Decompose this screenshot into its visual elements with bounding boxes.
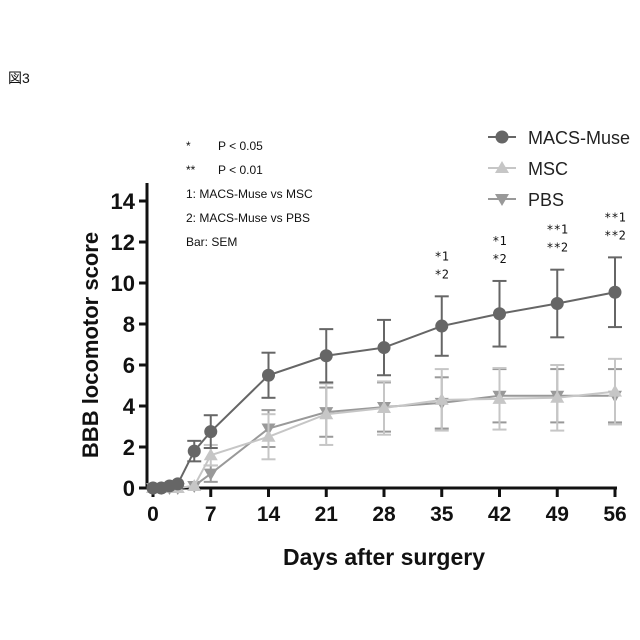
y-tick-label: 2	[123, 435, 135, 460]
note-symbol: **	[186, 163, 196, 177]
legend-marker	[495, 161, 509, 173]
msc-point	[550, 390, 565, 403]
note-text: P < 0.05	[218, 139, 263, 153]
note-text: 1: MACS-Muse vs MSC	[186, 187, 313, 201]
legend-marker	[495, 130, 509, 144]
macs-muse-point	[377, 341, 391, 355]
macs-muse-point	[319, 349, 333, 363]
y-tick-label: 4	[123, 394, 136, 419]
legend-label: PBS	[528, 190, 564, 210]
significance-label: **2	[546, 241, 568, 255]
msc-point	[319, 407, 334, 420]
note-text: Bar: SEM	[186, 235, 237, 249]
y-tick-label: 10	[111, 271, 135, 296]
figure-label: 図3	[8, 70, 30, 86]
significance-label: **1	[546, 223, 568, 237]
x-axis-label: Days after surgery	[283, 544, 485, 570]
msc-point	[492, 391, 507, 404]
macs-muse-point	[204, 425, 218, 439]
y-tick-label: 0	[123, 476, 135, 501]
macs-muse-point	[608, 285, 622, 299]
significance-label: **1	[604, 210, 626, 224]
msc-point	[261, 429, 276, 442]
note-text: 2: MACS-Muse vs PBS	[186, 211, 310, 225]
y-tick-label: 14	[111, 189, 136, 214]
x-tick-label: 14	[257, 503, 281, 526]
macs-muse-point	[171, 477, 185, 491]
msc-point	[203, 448, 218, 461]
x-tick-label: 35	[430, 503, 454, 526]
significance-label: **2	[604, 228, 626, 242]
x-tick-label: 21	[315, 503, 339, 526]
legend-label: MSC	[528, 159, 568, 179]
y-tick-label: 6	[123, 353, 135, 378]
x-tick-label: 7	[205, 503, 217, 526]
macs-muse-point	[550, 297, 564, 310]
msc-point	[187, 478, 202, 491]
x-tick-label: 28	[372, 503, 396, 526]
macs-muse-point	[493, 307, 506, 321]
legend-marker	[495, 194, 509, 206]
msc-point	[608, 384, 622, 397]
x-tick-label: 56	[603, 503, 626, 526]
note-text: P < 0.01	[218, 163, 263, 177]
legend-label: MACS-Muse	[528, 128, 630, 148]
msc-point	[377, 401, 391, 414]
msc-point	[434, 392, 449, 405]
note-symbol: *	[186, 139, 191, 153]
pbs-point	[203, 468, 218, 481]
x-tick-label: 0	[147, 503, 159, 526]
x-tick-label: 49	[546, 503, 569, 526]
macs-muse-point	[262, 368, 275, 382]
significance-label: *1	[435, 249, 449, 263]
significance-label: *2	[435, 267, 449, 281]
significance-label: *1	[492, 234, 506, 248]
y-tick-label: 8	[123, 312, 135, 337]
significance-label: *2	[492, 252, 506, 266]
x-tick-label: 42	[488, 503, 511, 526]
macs-muse-point	[435, 319, 449, 333]
y-tick-label: 12	[111, 230, 135, 255]
macs-muse-point	[187, 444, 201, 458]
y-axis-label: BBB locomotor score	[78, 232, 103, 458]
